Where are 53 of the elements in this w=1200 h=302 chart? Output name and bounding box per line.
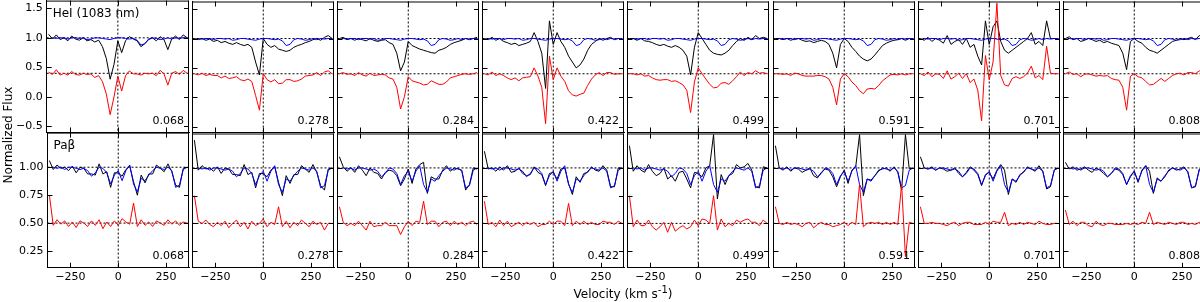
annotation: 0.284 bbox=[442, 249, 474, 263]
x-tick-label: 0 bbox=[1130, 270, 1138, 284]
x-tick-label: 250 bbox=[1026, 270, 1048, 284]
text: Paβ bbox=[53, 137, 76, 152]
x-tick-label: −250 bbox=[635, 270, 666, 284]
annotation: 0.808 bbox=[1168, 113, 1200, 127]
annotation: 0.591 bbox=[878, 113, 910, 127]
x-tick-label: 0 bbox=[694, 270, 702, 284]
x-tick-label: 250 bbox=[590, 270, 612, 284]
y-tick-label: 0.25 bbox=[18, 243, 44, 257]
annotation: 0.808 bbox=[1168, 249, 1200, 263]
x-tick-label: 250 bbox=[881, 270, 903, 284]
x-tick-label: 0 bbox=[114, 270, 122, 284]
annotation: 0.284 bbox=[442, 113, 474, 127]
x-tick-label: −250 bbox=[781, 270, 812, 284]
x-tick-label: 250 bbox=[445, 270, 467, 284]
annotation: 0.278 bbox=[297, 249, 329, 263]
annotation: 0.499 bbox=[732, 113, 764, 127]
x-tick-label: 0 bbox=[549, 270, 557, 284]
y-tick-label: 0.75 bbox=[18, 188, 44, 202]
x-tick-label: −250 bbox=[926, 270, 957, 284]
x-tick-label: 0 bbox=[840, 270, 848, 284]
x-tick-label: −250 bbox=[55, 270, 86, 284]
x-tick-label: −250 bbox=[200, 270, 231, 284]
x-tick-label: −250 bbox=[490, 270, 521, 284]
y-tick-label: 0.5 bbox=[25, 60, 43, 74]
x-tick-label: 250 bbox=[735, 270, 757, 284]
x-tick-label: 0 bbox=[985, 270, 993, 284]
annotation: 0.701 bbox=[1023, 113, 1055, 127]
x-tick-label: 0 bbox=[404, 270, 412, 284]
x-axis-title: Velocity (km s$^{-1}$) bbox=[573, 283, 673, 301]
x-tick-label: 0 bbox=[259, 270, 267, 284]
annotation: 0.591 bbox=[878, 249, 910, 263]
annotation: 0.422 bbox=[587, 249, 619, 263]
x-tick-label: 250 bbox=[300, 270, 322, 284]
annotation: 0.499 bbox=[732, 249, 764, 263]
y-tick-label: 1.5 bbox=[25, 1, 43, 15]
annotation: 0.422 bbox=[587, 113, 619, 127]
y-tick-label: 0.50 bbox=[18, 215, 44, 229]
chart-title: HeI (1083 nm) bbox=[52, 5, 140, 20]
x-tick-label: 250 bbox=[1171, 270, 1193, 284]
y-axis-title: Normalized Flux bbox=[0, 86, 15, 184]
annotation: 0.278 bbox=[297, 113, 329, 127]
annotation: 0.701 bbox=[1023, 249, 1055, 263]
y-tick-label: 0.0 bbox=[25, 89, 43, 103]
y-tick-label: 1.00 bbox=[18, 160, 44, 174]
annotation: 0.068 bbox=[152, 249, 184, 263]
y-tick-label: −0.5 bbox=[15, 119, 43, 133]
x-tick-label: 250 bbox=[155, 270, 177, 284]
x-tick-label: −250 bbox=[345, 270, 376, 284]
y-tick-label: 1.0 bbox=[25, 30, 43, 44]
annotation: 0.068 bbox=[152, 113, 184, 127]
x-tick-label: −250 bbox=[1071, 270, 1102, 284]
